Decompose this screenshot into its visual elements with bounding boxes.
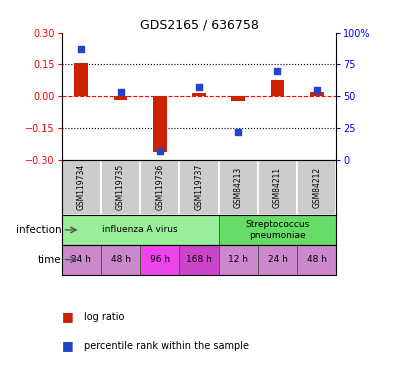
Bar [140,245,179,275]
Text: GSM119736: GSM119736 [155,164,164,210]
Bar [153,96,167,152]
Text: time: time [38,255,62,265]
Bar [310,92,324,96]
Bar [62,245,101,275]
Text: percentile rank within the sample: percentile rank within the sample [84,341,249,351]
Bar [114,96,127,100]
Bar [74,63,88,96]
Bar [101,245,140,275]
Bar [297,245,336,275]
Text: infection: infection [16,225,62,235]
Text: 24 h: 24 h [267,255,287,264]
Text: ■: ■ [62,310,74,323]
Text: 168 h: 168 h [186,255,212,264]
Text: 48 h: 48 h [307,255,327,264]
Text: log ratio: log ratio [84,312,124,322]
Bar [62,159,101,215]
Bar [258,159,297,215]
Point [314,87,320,93]
Text: GSM119734: GSM119734 [77,164,86,210]
Text: GSM84212: GSM84212 [312,167,321,208]
Text: GSM119735: GSM119735 [116,164,125,210]
Bar [258,245,297,275]
Point [235,129,242,135]
Point [117,89,124,95]
Bar [297,159,336,215]
Text: Streptococcus
pneumoniae: Streptococcus pneumoniae [245,220,310,240]
Text: GSM84213: GSM84213 [234,167,243,208]
Text: 96 h: 96 h [150,255,170,264]
Point [196,84,202,90]
Bar [179,159,219,215]
Point [78,46,84,52]
Text: influenza A virus: influenza A virus [102,225,178,235]
Bar [62,215,219,245]
Bar [219,215,336,245]
Title: GDS2165 / 636758: GDS2165 / 636758 [140,18,258,31]
Bar [231,96,245,101]
Bar [101,159,140,215]
Text: 24 h: 24 h [71,255,91,264]
Bar [219,159,258,215]
Text: ■: ■ [62,339,74,352]
Text: 12 h: 12 h [228,255,248,264]
Text: GSM84211: GSM84211 [273,167,282,208]
Bar [140,159,179,215]
Bar [271,80,284,96]
Point [274,68,281,74]
Point [156,147,163,154]
Bar [192,93,206,96]
Bar [219,245,258,275]
Text: 48 h: 48 h [111,255,131,264]
Text: GSM119737: GSM119737 [195,164,203,210]
Bar [179,245,219,275]
